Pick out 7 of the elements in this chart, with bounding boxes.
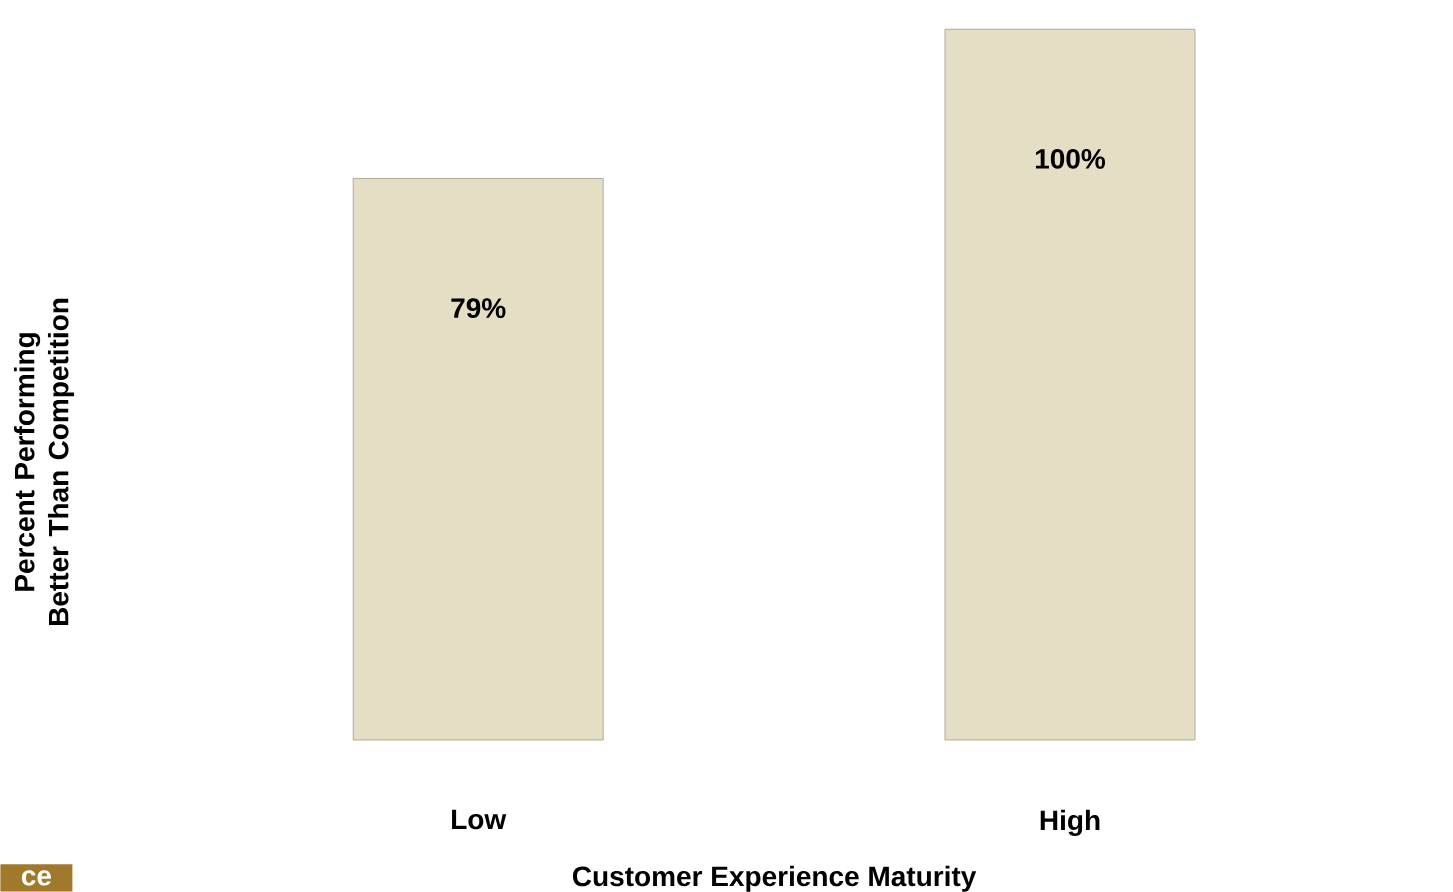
data-label: 79% (451, 298, 506, 319)
x-tick-label: Low (452, 809, 507, 830)
text: ce (21, 870, 52, 886)
y-axis-title: Percent Performing Better Than Competition (13, 298, 75, 626)
x-axis-title: Customer Experience Maturity (572, 865, 977, 892)
data-label: 100% (1035, 148, 1106, 169)
x-tick-label: High (1040, 809, 1100, 836)
